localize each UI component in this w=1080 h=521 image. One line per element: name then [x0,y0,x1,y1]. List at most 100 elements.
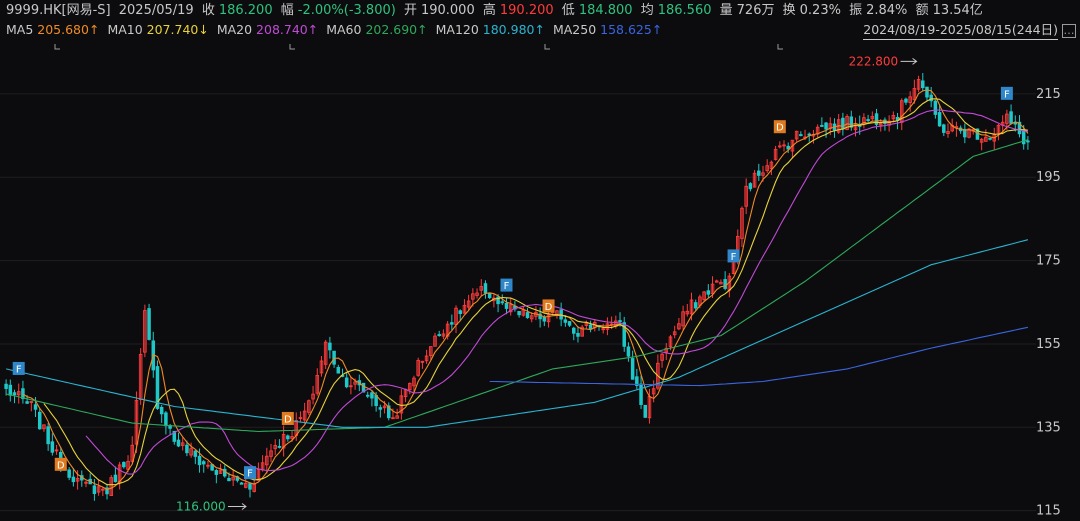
candle-body [231,476,235,481]
candle-body [382,405,387,409]
more-options-icon[interactable]: … [1062,24,1076,38]
candle-body [180,442,185,446]
open-label: 开 [403,3,417,18]
candle-body [752,172,757,188]
quote-date: 2025/05/19 [118,3,194,18]
candle-body [1026,140,1030,143]
ma-legend-value-ma120: 180.980↑ [482,22,545,37]
candle-body [849,116,854,128]
candle-body [408,383,412,391]
event-markers: F D F D F D F D F [12,86,1013,480]
candle-body [302,410,307,421]
candle-body [450,322,454,325]
marker-box [773,120,786,134]
candle-body [988,137,992,140]
candle-body [201,461,206,465]
candle-body [529,315,534,320]
candle-body [685,310,690,315]
candle-body [50,441,55,453]
candle-body [963,128,967,138]
candle-body [286,435,290,440]
ma-line-ma250 [489,326,1029,387]
ma-legend-value-ma60: 202.690↑ [365,22,428,37]
ma-legend: MA5 205.680↑ MA10 207.740↓ MA20 208.740↑ MA… [6,21,670,39]
change-value: -2.00%(-3.800) [297,3,396,18]
candle-body [567,321,572,326]
candle-body [105,487,109,495]
candle-body [790,139,795,152]
candle-body [824,122,828,130]
candle-body [933,100,938,115]
amplitude-value: 2.84% [866,3,908,18]
candle-body [471,293,475,300]
low-arrow [227,503,247,510]
candle-body [660,353,664,361]
ma-legend-label-ma250: MA250 [552,22,601,37]
candle-body [908,96,912,103]
candle-body [290,436,294,439]
marker-label: F [16,364,22,375]
marker-label: F [1004,89,1010,100]
candle-body [420,360,425,363]
candle-body [437,334,441,337]
candle-body [626,346,631,357]
candle-body [580,326,584,337]
candle-body [429,346,433,357]
period-marker [54,44,60,50]
y-tick-label: 155 [1036,337,1061,352]
volume-label: 量 [719,3,733,18]
candle-body [307,400,311,413]
candle-body [929,94,933,102]
y-tick-label: 195 [1036,170,1061,185]
candle-body [521,309,526,316]
marker-box [1000,86,1013,100]
candle-body [244,482,248,488]
marker-d: D [54,457,67,471]
date-range-selector[interactable]: 2024/08/19-2025/08/15(244日) [863,21,1058,40]
candle-body [719,281,723,285]
candle-body [33,404,38,410]
candle-body [878,122,883,126]
candle-body [517,310,521,316]
candle-body [277,445,282,448]
candle-body [25,401,29,404]
candle-body [218,469,223,474]
candle-body [546,314,551,323]
avg-value: 186.560 [657,3,712,18]
ma-line-ma5 [22,89,1029,490]
candle-body [664,347,669,353]
candle-body [365,394,370,397]
candle-body [979,138,984,143]
ticker[interactable]: 9999.HK[网易-S] [6,3,111,18]
marker-box [54,457,67,471]
candle-body [866,119,870,122]
candle-body [54,449,59,452]
candle-body [197,455,202,466]
candle-body [143,310,147,353]
high-label: 高 [482,3,496,18]
close-value: 186.200 [218,3,273,18]
candle-body [8,384,13,396]
marker-d: D [773,120,786,134]
low-value: 184.800 [578,3,633,18]
candle-body [71,476,76,483]
candle-body [185,444,189,454]
candle-body [538,313,542,320]
candle-body [740,207,744,239]
candle-body [172,430,177,442]
candle-body [584,322,589,326]
candle-body [462,304,467,314]
ma-legend-value-ma20: 208.740↑ [256,22,319,37]
candle-body [601,328,605,331]
candle-body [96,486,101,493]
candle-body [122,461,126,468]
ma-legend-label-ma10: MA10 [107,22,147,37]
candle-body [391,417,395,420]
marker-label: F [247,469,253,480]
candle-body [29,401,34,404]
candle-body [475,292,479,296]
candle-body [710,283,715,294]
candle-body [134,400,139,445]
volume-value: 726万 [736,3,775,18]
